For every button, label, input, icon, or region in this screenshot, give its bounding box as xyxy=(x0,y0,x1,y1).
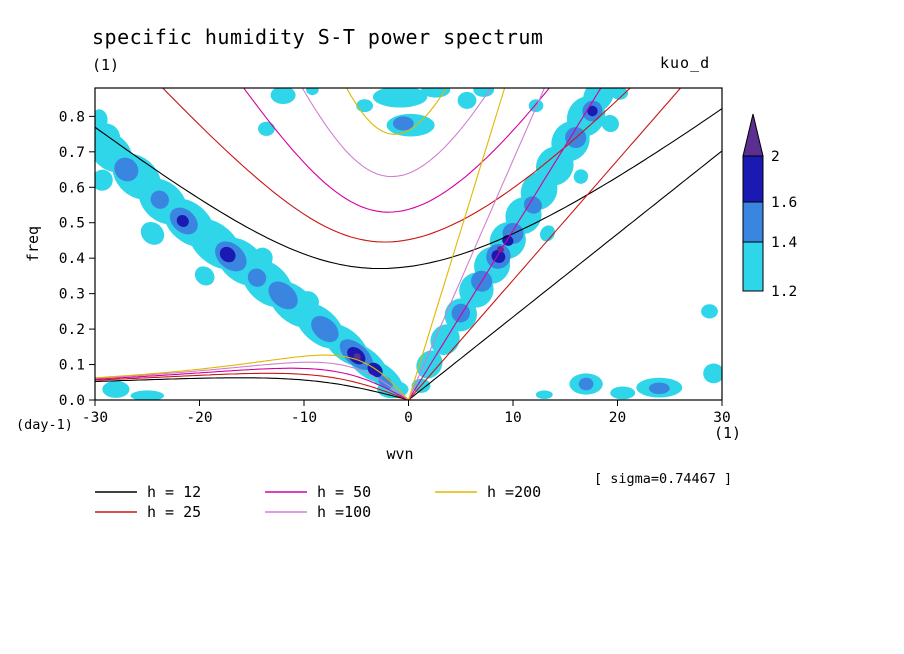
x-tick-label: 30 xyxy=(713,410,730,426)
dispersion-curve xyxy=(408,88,682,400)
power-contour-blob xyxy=(523,196,542,214)
colorbar-segment xyxy=(742,201,764,243)
power-contour-blob xyxy=(247,268,267,287)
y-tick-label: 0.1 xyxy=(59,358,85,374)
x-tick-label: -10 xyxy=(291,410,317,426)
colorbar: 2 1.6 1.4 1.2 xyxy=(742,113,797,300)
power-contour-blob xyxy=(540,225,555,242)
power-contour-blob xyxy=(95,169,113,191)
dispersion-curve xyxy=(407,88,506,400)
legend-item-label: h = 12 xyxy=(147,483,201,501)
power-contour-blob xyxy=(311,316,339,343)
power-contour-blob xyxy=(573,169,589,184)
dispersion-curve xyxy=(162,88,632,243)
contour-blobs-layer xyxy=(95,88,722,400)
power-contour-blob xyxy=(150,190,169,209)
y-tick-label: 0.0 xyxy=(59,393,85,409)
power-contour-blob xyxy=(114,157,139,182)
power-contour-blob xyxy=(703,363,722,384)
y-tick-label: 0.7 xyxy=(59,145,85,161)
y-axis-unit: (day-1) xyxy=(16,417,73,433)
power-contour-blob xyxy=(306,88,319,96)
dispersion-curve xyxy=(346,88,448,135)
y-axis: 0.0 0.1 0.2 0.3 0.4 0.5 0.6 0.7 0.8 xyxy=(59,109,95,409)
power-contour-blob xyxy=(251,247,273,269)
power-contour-blob xyxy=(299,291,319,311)
dispersion-curve xyxy=(407,88,546,400)
power-contour-blob xyxy=(587,105,598,117)
power-contour-blob xyxy=(95,109,108,131)
x-tick-label: 10 xyxy=(504,410,521,426)
dispersion-curve xyxy=(408,150,722,400)
legend-item-label: h =200 xyxy=(487,483,541,501)
dispersion-curve xyxy=(95,377,409,400)
power-contour-blob xyxy=(610,386,636,400)
legend-item-label: h = 25 xyxy=(147,503,201,521)
y-tick-label: 0.2 xyxy=(59,322,85,338)
x-axis: -30 -20 -10 0 10 20 30 xyxy=(82,400,731,426)
power-contour-blob xyxy=(421,88,451,98)
power-contour-blob xyxy=(258,121,275,136)
dispersion-curve xyxy=(95,354,409,400)
colorbar-tick-label: 2 xyxy=(771,149,780,165)
dispersion-curve xyxy=(408,88,602,400)
colorbar-tick-label: 1.2 xyxy=(771,284,797,300)
dispersion-curve xyxy=(95,372,409,400)
power-contour-blob xyxy=(535,390,553,400)
power-contour-blob xyxy=(102,380,130,398)
power-contour-blob xyxy=(356,99,373,113)
colorbar-segment xyxy=(742,155,764,203)
x-tick-label: 20 xyxy=(609,410,626,426)
power-contour-blob xyxy=(176,215,189,227)
page-title: specific humidity S-T power spectrum xyxy=(92,25,543,49)
power-contour-blob xyxy=(140,221,165,245)
power-contour-blob xyxy=(611,88,628,100)
colorbar-tick-label: 1.4 xyxy=(771,235,797,251)
power-contour-blob xyxy=(648,382,670,394)
y-tick-label: 0.3 xyxy=(59,287,85,303)
power-contour-blob xyxy=(130,390,164,400)
run-label: kuo_d xyxy=(660,54,710,72)
dispersion-curves-layer xyxy=(95,88,722,400)
colorbar-tick-label: 1.6 xyxy=(771,195,797,211)
power-contour-blob xyxy=(457,91,477,109)
y-tick-label: 0.8 xyxy=(59,109,85,125)
colorbar-segment xyxy=(742,241,764,292)
x-tick-label: -20 xyxy=(186,410,212,426)
dispersion-curve xyxy=(95,361,409,400)
x-axis-unit: (1) xyxy=(714,424,741,442)
x-tick-label: -30 xyxy=(82,410,108,426)
power-contour-blob xyxy=(473,88,495,97)
power-contour-blob xyxy=(701,304,718,319)
legend-item-label: h =100 xyxy=(317,503,371,521)
dispersion-curve xyxy=(95,108,722,270)
x-tick-label: 0 xyxy=(404,410,413,426)
power-contour-blob xyxy=(578,377,594,391)
power-contour-blob xyxy=(372,88,428,108)
power-contour-blob xyxy=(601,114,619,133)
y-tick-label: 0.6 xyxy=(59,180,85,196)
power-contour-blob xyxy=(392,116,414,131)
power-contour-blob xyxy=(95,123,121,152)
power-contour-blob xyxy=(270,88,296,104)
y-axis-label: freq xyxy=(24,226,42,262)
y-tick-label: 0.5 xyxy=(59,216,85,232)
power-contour-blob xyxy=(268,281,298,310)
legend-item-label: h = 50 xyxy=(317,483,371,501)
colorbar-arrow xyxy=(742,113,764,157)
legend: h = 12 h = 25 h = 50 h =100 h =200 xyxy=(95,483,541,521)
y-tick-label: 0.4 xyxy=(59,251,85,267)
panel-label: (1) xyxy=(92,56,119,74)
dispersion-curve xyxy=(95,367,409,400)
dispersion-curve xyxy=(301,88,492,178)
power-contour-blob xyxy=(194,266,215,286)
power-contour-blob xyxy=(219,246,236,263)
x-axis-label: wvn xyxy=(386,445,413,463)
sigma-label: [ sigma=0.74467 ] xyxy=(594,471,732,487)
dispersion-curve xyxy=(243,88,551,213)
power-contour-blob xyxy=(416,350,443,379)
power-contour-blob xyxy=(353,353,361,361)
